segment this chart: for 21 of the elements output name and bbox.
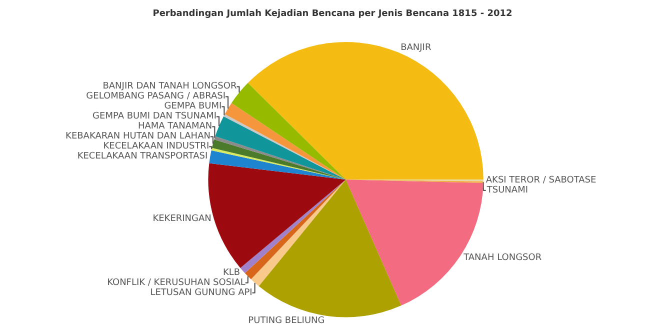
slice-label: HAMA TANAMAN: [138, 122, 212, 132]
slice-label: KEBAKARAN HUTAN DAN LAHAN: [66, 132, 210, 142]
slice-label: GEMPA BUMI: [164, 102, 222, 112]
slice-label: AKSI TEROR / SABOTASE: [486, 175, 597, 186]
slice-label: KECELAKAAN INDUSTRI: [103, 142, 210, 152]
slice-label: BANJIR DAN TANAH LONGSOR: [102, 82, 237, 92]
pie-slice: [248, 42, 484, 180]
slice-label: KONFLIK / KERUSUHAN SOSIAL: [107, 278, 246, 288]
pie-slice: [224, 102, 346, 180]
slice-label: BANJIR: [400, 43, 432, 54]
slice-label: PUTING BELIUNG: [248, 316, 325, 326]
slice-label: KEKERINGAN: [152, 214, 212, 224]
slice-label: GEMPA BUMI DAN TSUNAMI: [92, 112, 217, 122]
pie-slice: [258, 180, 402, 318]
chart-title: Perbandingan Jumlah Kejadian Bencana per Jenis Bencana 1815 - 2012: [152, 9, 512, 20]
slice-label: GELOMBANG PASANG / ABRASI: [86, 92, 226, 102]
slice-label: TSUNAMI: [486, 185, 528, 196]
slice-label: TANAH LONGSOR: [462, 252, 542, 263]
slice-label: LETUSAN GUNUNG API: [150, 288, 252, 298]
slice-label: KLB: [222, 268, 240, 278]
slice-label: KECELAKAAN TRANSPORTASI: [77, 152, 208, 162]
